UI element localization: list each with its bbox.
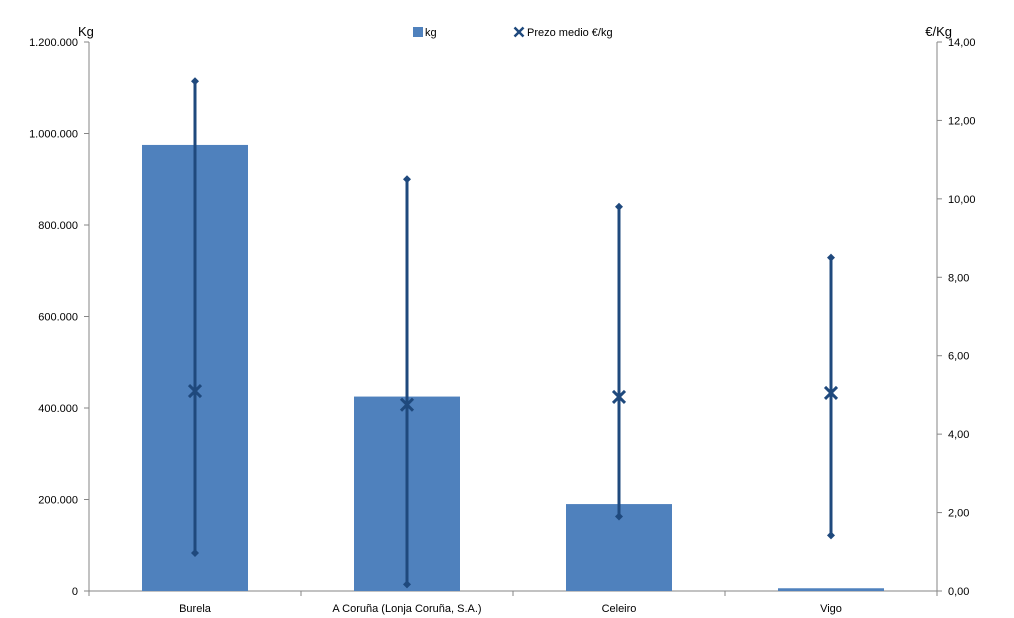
legend-marker-price	[513, 26, 525, 38]
price-max-2	[615, 202, 623, 211]
price-point-1	[399, 397, 415, 412]
price-min-1	[403, 580, 411, 589]
left-tick-label: 1.000.000	[29, 129, 78, 141]
right-tick-label: 4,00	[948, 429, 969, 441]
right-tick-label: 2,00	[948, 508, 969, 520]
legend-label-kg: kg	[425, 27, 437, 39]
left-tick-label: 200.000	[38, 495, 78, 507]
price-min-2	[615, 512, 623, 521]
right-tick-label: 10,00	[948, 194, 976, 206]
bars	[142, 144, 884, 591]
category-label-0: Burela	[179, 603, 212, 615]
right-tick-label: 0,00	[948, 586, 969, 598]
left-tick-label: 0	[72, 586, 78, 598]
price-series	[187, 77, 839, 589]
price-min-0	[191, 548, 199, 557]
right-tick-label: 8,00	[948, 272, 969, 284]
bar-3	[778, 588, 884, 591]
left-tick-label: 600.000	[38, 312, 78, 324]
price-max-3	[827, 253, 835, 262]
price-point-3	[823, 385, 839, 401]
category-label-1: A Coruña (Lonja Coruña, S.A.)	[332, 603, 481, 615]
left-axis-unit: Kg	[78, 24, 94, 39]
legend: kg Prezo medio €/kg	[413, 26, 613, 39]
price-point-2	[611, 389, 627, 404]
right-tick-label: 12,00	[948, 115, 976, 127]
left-tick-label: 1.200.000	[29, 37, 78, 49]
price-point-0	[187, 383, 203, 399]
labels: 0 200.000 400.000 600.000 800.000 1.000.000 1.…	[29, 24, 975, 615]
right-tick-label: 14,00	[948, 37, 976, 49]
price-max-0	[191, 77, 199, 86]
left-tick-label: 400.000	[38, 403, 78, 415]
category-label-2: Celeiro	[602, 603, 637, 615]
price-min-3	[827, 531, 835, 540]
category-label-3: Vigo	[820, 603, 842, 615]
right-axis-unit: €/Kg	[925, 24, 952, 39]
left-tick-label: 800.000	[38, 220, 78, 232]
legend-label-price: Prezo medio €/kg	[527, 27, 613, 39]
right-tick-label: 6,00	[948, 351, 969, 363]
legend-swatch-kg	[413, 27, 423, 37]
price-max-1	[403, 175, 411, 184]
